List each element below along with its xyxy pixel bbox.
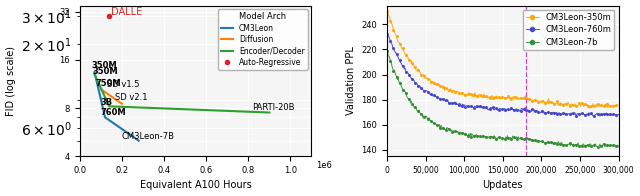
CM3Leon-760m bbox=[596, 115, 604, 117]
Text: 1e6: 1e6 bbox=[316, 161, 332, 170]
CM3Leon-760m bbox=[524, 109, 532, 111]
CM3Leon-7b bbox=[594, 146, 602, 148]
Line: CM3Leon-760m: CM3Leon-760m bbox=[387, 33, 620, 117]
CM3Leon-350m bbox=[586, 107, 594, 110]
Y-axis label: Validation PPL: Validation PPL bbox=[346, 46, 356, 115]
Encoder/Decoder bbox=[266, 111, 273, 114]
CM3Leon-350m bbox=[524, 97, 532, 100]
CM3Leon-7b bbox=[593, 145, 601, 148]
Text: CM3Leon-7B: CM3Leon-7B bbox=[122, 132, 175, 141]
Diffusion bbox=[97, 88, 105, 90]
Legend: CM3Leon-350m, CM3Leon-760m, CM3Leon-7b: CM3Leon-350m, CM3Leon-760m, CM3Leon-7b bbox=[523, 10, 614, 50]
X-axis label: Updates: Updates bbox=[483, 181, 523, 191]
CM3Leon-760m bbox=[593, 112, 601, 114]
CM3Leon-7b bbox=[520, 138, 528, 140]
Line: CM3Leon-7b: CM3Leon-7b bbox=[387, 51, 620, 148]
CM3Leon-760m bbox=[615, 113, 623, 116]
X-axis label: Equivalent A100 Hours: Equivalent A100 Hours bbox=[140, 181, 252, 191]
CM3Leon-760m bbox=[383, 33, 391, 35]
Line: Diffusion: Diffusion bbox=[101, 89, 122, 104]
CM3Leon bbox=[91, 71, 99, 73]
Line: CM3Leon-350m: CM3Leon-350m bbox=[387, 11, 620, 109]
Text: SD v2.1: SD v2.1 bbox=[115, 93, 147, 102]
CM3Leon-7b bbox=[524, 137, 532, 140]
Text: 760M: 760M bbox=[101, 108, 127, 117]
Text: 350M: 350M bbox=[92, 67, 118, 76]
Encoder/Decoder bbox=[106, 105, 113, 107]
CM3Leon-350m bbox=[383, 10, 391, 13]
CM3Leon-350m bbox=[615, 104, 623, 106]
CM3Leon-760m bbox=[384, 34, 392, 37]
CM3Leon-7b bbox=[578, 145, 586, 147]
CM3Leon-760m bbox=[520, 108, 528, 111]
Y-axis label: FID (log scale): FID (log scale) bbox=[6, 46, 15, 116]
CM3Leon-7b bbox=[615, 146, 623, 148]
Text: DALLE: DALLE bbox=[111, 7, 143, 17]
CM3Leon-350m bbox=[522, 97, 529, 100]
Diffusion bbox=[118, 103, 125, 105]
CM3Leon-7b bbox=[522, 137, 529, 140]
Text: 750M: 750M bbox=[95, 79, 121, 88]
CM3Leon-350m bbox=[384, 13, 392, 15]
Encoder/Decoder bbox=[91, 73, 99, 75]
CM3Leon bbox=[135, 140, 143, 142]
Text: 350M: 350M bbox=[92, 61, 117, 70]
Text: 3B: 3B bbox=[101, 98, 113, 107]
CM3Leon bbox=[101, 116, 109, 119]
Text: SD v1.5: SD v1.5 bbox=[107, 80, 140, 89]
CM3Leon-350m bbox=[578, 102, 586, 104]
CM3Leon-760m bbox=[522, 106, 529, 109]
Legend: CM3Leon, Diffusion, Encoder/Decoder, Auto-Regressive: CM3Leon, Diffusion, Encoder/Decoder, Aut… bbox=[218, 9, 308, 70]
CM3Leon-7b bbox=[383, 50, 391, 53]
CM3Leon-350m bbox=[520, 96, 528, 98]
Line: Encoder/Decoder: Encoder/Decoder bbox=[95, 74, 269, 113]
CM3Leon-760m bbox=[578, 112, 586, 114]
Line: CM3Leon: CM3Leon bbox=[95, 72, 139, 141]
CM3Leon-350m bbox=[594, 103, 602, 106]
Text: PARTI-20B: PARTI-20B bbox=[253, 103, 295, 112]
CM3Leon-7b bbox=[384, 54, 392, 56]
